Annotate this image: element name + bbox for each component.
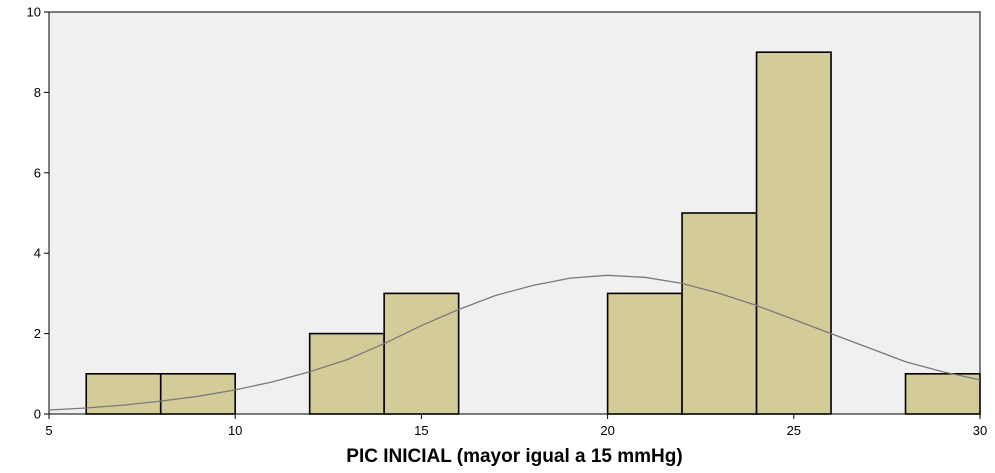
- x-axis-title: PIC INICIAL (mayor igual a 15 mmHg): [346, 446, 682, 467]
- histogram-bar-5: [681, 212, 758, 415]
- histogram-bar-3: [383, 292, 460, 415]
- histogram-bar-7: [904, 372, 981, 415]
- y-tick-label: 6: [34, 165, 41, 180]
- x-axis: 5 10 15 20 25 30: [45, 414, 987, 438]
- y-tick-label: 0: [34, 407, 41, 422]
- y-tick-label: 4: [34, 246, 41, 261]
- normal-curve: [48, 274, 981, 411]
- x-tick-label: 10: [228, 423, 242, 438]
- x-tick-label: 25: [787, 423, 801, 438]
- histogram-bar-6: [755, 51, 832, 415]
- histogram-bar-1: [159, 372, 237, 415]
- x-tick-label: 15: [414, 423, 428, 438]
- x-tick-label: 20: [600, 423, 614, 438]
- y-tick-label: 8: [34, 85, 41, 100]
- y-axis: 0 2 4 6 8 10: [27, 5, 49, 422]
- y-tick-label: 10: [27, 5, 41, 20]
- bars-group: [85, 51, 981, 415]
- histogram-bar-4: [606, 292, 683, 415]
- plot-area: [48, 11, 981, 415]
- histogram-bar-0: [85, 372, 162, 415]
- y-tick-label: 2: [34, 326, 41, 341]
- histogram-bar-2: [308, 332, 385, 415]
- x-tick-label: 30: [973, 423, 987, 438]
- x-tick-label: 5: [45, 423, 52, 438]
